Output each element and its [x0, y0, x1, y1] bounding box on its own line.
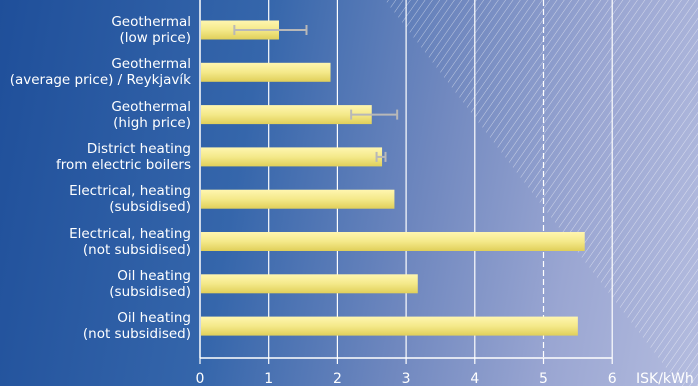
category-label-line: Geothermal	[111, 56, 191, 73]
category-label-line: (high price)	[113, 114, 191, 131]
category-label: Electrical, heating (subsidised)	[0, 183, 191, 215]
category-label-line: Geothermal	[111, 98, 191, 115]
bar	[201, 316, 578, 336]
category-label: Electrical, heating (not subsidised)	[0, 226, 191, 258]
bar	[201, 62, 331, 82]
category-label-line: (subsidised)	[109, 199, 191, 216]
bar	[201, 147, 383, 167]
category-label: Oil heating (not subsidised)	[0, 310, 191, 342]
category-label-line: Geothermal	[111, 14, 191, 30]
x-tick-label: 4	[470, 371, 479, 386]
category-label: Geothermal (low price)	[0, 14, 191, 46]
category-label-line: (average price) / Reykjavík	[9, 72, 191, 89]
category-label-line: (subsidised)	[109, 283, 191, 300]
x-tick-label: 6	[608, 371, 617, 386]
x-tick-label: 2	[333, 371, 342, 386]
category-label-line: Electrical, heating	[69, 225, 191, 242]
category-label: Oil heating (subsidised)	[0, 268, 191, 300]
category-label-line: District heating	[86, 140, 191, 157]
x-tick-label: 0	[196, 371, 205, 386]
bar	[201, 189, 395, 209]
category-label-line: (not subsidised)	[82, 241, 191, 258]
bar	[201, 232, 585, 251]
category-label: District heating from electric boilers	[0, 141, 191, 173]
bar	[201, 105, 372, 125]
category-label: Geothermal (average price) / Reykjavík	[0, 56, 191, 88]
x-tick-label: 5	[539, 371, 548, 386]
x-tick-label: 3	[402, 371, 411, 386]
category-label-line: Oil heating	[117, 310, 191, 327]
category-label-line: (low price)	[119, 30, 191, 46]
category-label: Geothermal (high price)	[0, 99, 191, 131]
category-label-line: (not subsidised)	[82, 326, 191, 343]
category-label-line: Electrical, heating	[69, 183, 191, 200]
bar	[201, 274, 418, 294]
x-tick-label: 1	[264, 371, 273, 386]
x-axis-label: ISK/kWh	[636, 371, 694, 386]
category-label-line: Oil heating	[117, 267, 191, 284]
category-label-line: from electric boilers	[55, 156, 191, 173]
hatch-backdrop	[385, 0, 698, 386]
